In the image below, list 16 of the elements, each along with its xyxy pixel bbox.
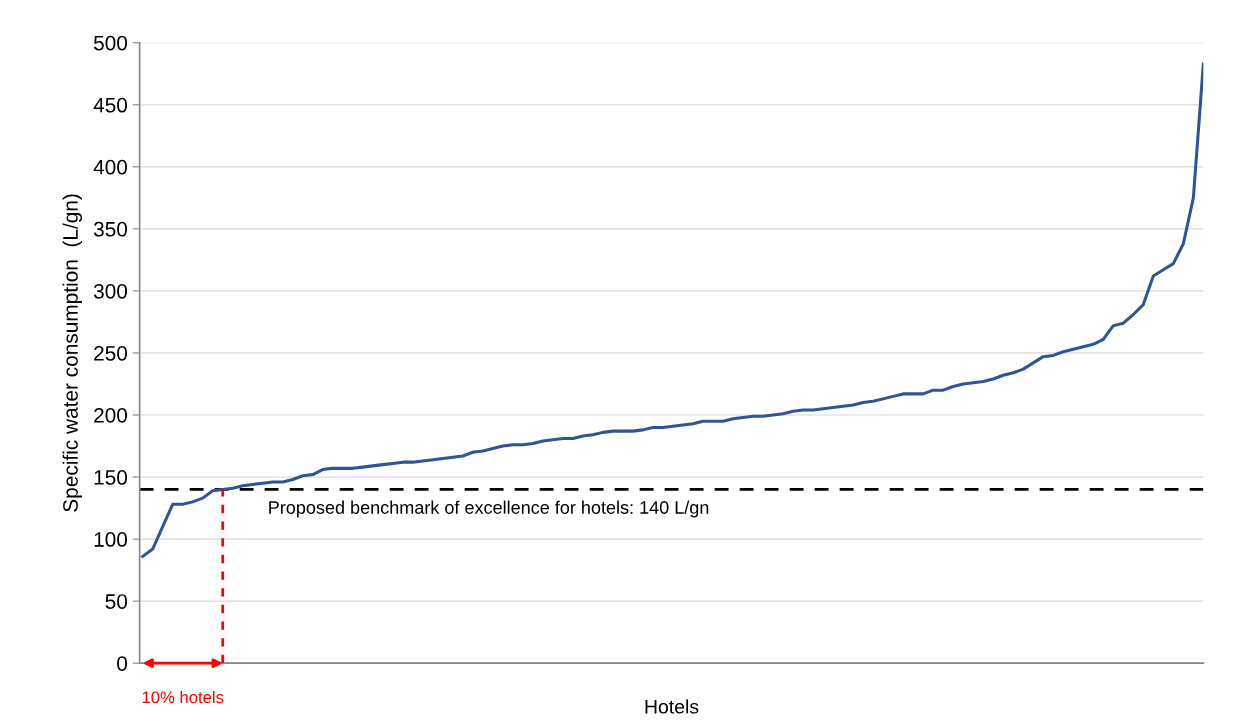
y-tick-label: 100	[94, 532, 128, 547]
text: 10% hotels	[142, 690, 224, 704]
y-tick-label: 450	[93, 97, 128, 113]
y-tick-label: 250	[94, 345, 128, 361]
y-tick-label: 200	[94, 408, 128, 423]
y-tick-label: 50	[105, 594, 128, 609]
y-tick-label: 0	[117, 656, 128, 671]
y-tick-label: 150	[94, 470, 128, 485]
y-tick-label: 400	[93, 159, 128, 175]
x-axis-title: Hotels	[645, 699, 699, 714]
y-tick-label: 500	[93, 35, 128, 51]
y-axis-title: Specific water consumption (L/gn)	[62, 194, 82, 512]
y-tick-label: 300	[93, 283, 128, 299]
ref-line-label: Proposed benchmark of excellence for hotels: 140 L/gn	[269, 500, 709, 518]
line-series	[141, 62, 1204, 558]
y-tick-label: 350	[93, 221, 128, 237]
